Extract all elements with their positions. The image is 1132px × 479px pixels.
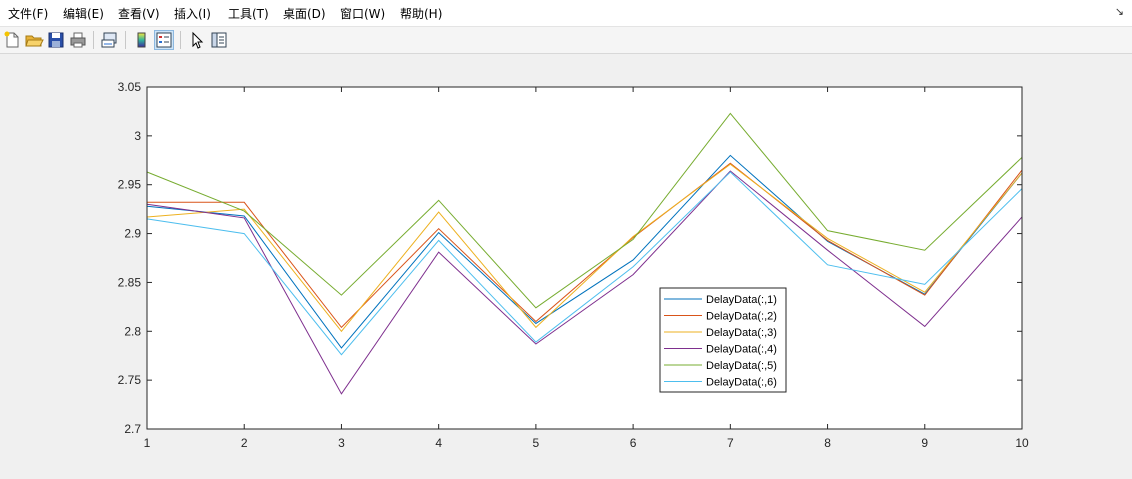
dock-arrow-icon[interactable]: ↘ bbox=[1114, 5, 1124, 18]
legend-box bbox=[659, 287, 787, 393]
toolbar-separator bbox=[180, 31, 181, 49]
series-line-3 bbox=[146, 163, 1023, 333]
print-icon[interactable] bbox=[68, 30, 88, 50]
x-tick-label: 5 bbox=[533, 436, 540, 450]
menu-window[interactable]: 窗口(W) bbox=[340, 7, 386, 21]
menu-view[interactable]: 查看(V) bbox=[118, 7, 160, 21]
series-line-4 bbox=[146, 170, 1023, 395]
menu-desktop[interactable]: 桌面(D) bbox=[283, 7, 326, 21]
pointer-icon[interactable] bbox=[187, 30, 207, 50]
link-plot-icon[interactable] bbox=[100, 30, 120, 50]
series-line-6 bbox=[146, 171, 1023, 356]
legend-label-4: DelayData(:,4) bbox=[706, 344, 777, 356]
x-tick-label: 6 bbox=[630, 436, 637, 450]
menu-edit[interactable]: 编辑(E) bbox=[63, 7, 104, 21]
menu-tools[interactable]: 工具(T) bbox=[228, 7, 269, 21]
x-tick-label: 4 bbox=[435, 436, 442, 450]
menu-help[interactable]: 帮助(H) bbox=[400, 7, 443, 21]
y-tick-label: 2.85 bbox=[118, 275, 142, 289]
menu-bar: 文件(F) 编辑(E) 查看(V) 插入(I) 工具(T) 桌面(D) 窗口(W… bbox=[0, 0, 1132, 27]
y-tick-label: 2.8 bbox=[124, 324, 141, 338]
y-tick-label: 2.9 bbox=[124, 227, 141, 241]
x-tick-label: 10 bbox=[1015, 436, 1029, 450]
legend: DelayData(:,1) DelayData(:,2) DelayData(:,… bbox=[659, 287, 787, 393]
toolbar-separator bbox=[125, 31, 126, 49]
new-figure-icon[interactable] bbox=[2, 30, 22, 50]
legend-icon[interactable] bbox=[154, 30, 174, 50]
legend-label-2: DelayData(:,2) bbox=[706, 311, 777, 323]
line-chart: 1 2 3 4 5 6 7 8 9 10 2.7 2.75 2.8 2.85 2.9 2.95 3 3.05 Del… bbox=[118, 80, 1029, 450]
legend-label-6: DelayData(:,6) bbox=[706, 377, 777, 389]
figure-toolbar bbox=[0, 27, 1132, 54]
y-tick-label: 3 bbox=[134, 129, 141, 143]
menu-file[interactable]: 文件(F) bbox=[8, 7, 49, 21]
menu-insert[interactable]: 插入(I) bbox=[174, 7, 211, 21]
axes-box bbox=[146, 86, 1023, 430]
figure-area: 1 2 3 4 5 6 7 8 9 10 2.7 2.75 2.8 2.85 2.9 2.95 3 3.05 Del… bbox=[0, 54, 1132, 475]
x-tick-label: 1 bbox=[144, 436, 151, 450]
plot-area bbox=[147, 87, 1022, 429]
property-inspector-icon[interactable] bbox=[209, 30, 229, 50]
series-line-5 bbox=[146, 112, 1023, 309]
y-tick-label: 3.05 bbox=[118, 80, 142, 94]
open-file-icon[interactable] bbox=[24, 30, 44, 50]
save-icon[interactable] bbox=[46, 30, 66, 50]
colorbar-icon[interactable] bbox=[132, 30, 152, 50]
x-tick-label: 8 bbox=[824, 436, 831, 450]
x-tick-label: 9 bbox=[921, 436, 928, 450]
x-tick-label: 7 bbox=[727, 436, 734, 450]
legend-label-5: DelayData(:,5) bbox=[706, 360, 777, 372]
x-tick-label: 3 bbox=[338, 436, 345, 450]
y-tick-label: 2.7 bbox=[124, 422, 141, 436]
x-tick-label: 2 bbox=[241, 436, 248, 450]
legend-label-1: DelayData(:,1) bbox=[706, 294, 777, 306]
y-tick-label: 2.95 bbox=[118, 178, 142, 192]
toolbar-separator bbox=[93, 31, 94, 49]
legend-label-3: DelayData(:,3) bbox=[706, 327, 777, 339]
y-tick-label: 2.75 bbox=[118, 373, 142, 387]
series-line-2 bbox=[147, 162, 1023, 329]
